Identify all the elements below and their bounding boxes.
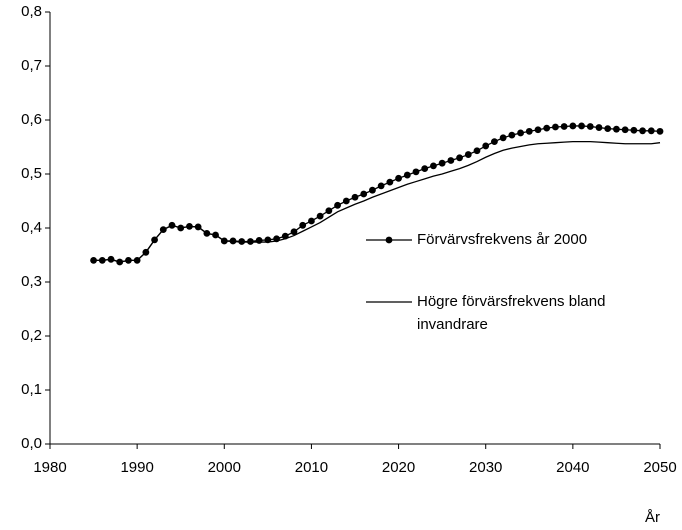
y-tick-label: 0,2 (21, 327, 42, 344)
point (203, 230, 211, 237)
point (229, 237, 237, 245)
point (430, 162, 437, 170)
point (447, 157, 455, 164)
point (90, 257, 97, 264)
x-tick-label: 1980 (33, 459, 66, 476)
point (656, 127, 664, 135)
y-tick-label: 0,6 (21, 111, 42, 128)
point (159, 226, 167, 234)
point (395, 174, 402, 182)
point (613, 125, 620, 133)
point (552, 123, 559, 131)
point (595, 124, 603, 131)
point (334, 201, 341, 209)
y-tick-label: 0,7 (21, 57, 42, 74)
point (264, 236, 272, 244)
point (290, 228, 298, 236)
point (369, 186, 376, 194)
point (273, 235, 280, 243)
point (125, 257, 132, 264)
point (630, 126, 638, 134)
point (569, 122, 577, 130)
point (639, 127, 646, 135)
point (578, 122, 585, 130)
y-tick-label: 0,8 (21, 3, 42, 20)
point (586, 123, 594, 130)
point (647, 127, 655, 135)
x-axis-label: År (645, 509, 660, 526)
y-tick-label: 0,5 (21, 165, 42, 182)
legend-marker (385, 236, 393, 244)
point (560, 123, 568, 130)
point (351, 193, 359, 201)
legend-box (355, 222, 660, 347)
point (499, 134, 507, 142)
point (534, 126, 542, 134)
point (247, 238, 254, 245)
point (543, 124, 551, 132)
point (142, 248, 150, 256)
point (220, 237, 228, 245)
point (212, 231, 219, 239)
x-tick-label: 2050 (643, 459, 676, 476)
x-tick-label: 2030 (469, 459, 502, 476)
point (482, 142, 490, 150)
point (491, 138, 498, 146)
legend-label: Förvärvsfrekvens år 2000 (417, 231, 588, 248)
y-tick-label: 0,4 (21, 219, 42, 236)
point (116, 258, 124, 266)
y-tick-label: 0,3 (21, 273, 42, 290)
point (438, 159, 446, 167)
point (308, 217, 315, 225)
point (377, 182, 385, 190)
point (194, 223, 202, 231)
legend-label: Högre förvärsfrekvens bland invandrare (417, 293, 606, 333)
point (151, 236, 158, 244)
point (403, 171, 411, 179)
point (360, 190, 368, 198)
point (621, 126, 629, 134)
point (604, 125, 612, 133)
point (456, 154, 463, 162)
point (255, 237, 263, 244)
point (133, 257, 141, 264)
point (168, 221, 176, 229)
y-tick-label: 0,0 (21, 435, 42, 452)
point (473, 147, 481, 155)
point (342, 197, 350, 205)
point (316, 212, 324, 220)
point (412, 168, 420, 176)
point (299, 221, 307, 229)
point (421, 165, 429, 173)
point (177, 224, 185, 232)
point (281, 232, 289, 240)
point (386, 178, 394, 186)
point (325, 207, 333, 215)
x-tick-label: 2010 (295, 459, 328, 476)
point (186, 222, 193, 230)
point (464, 151, 472, 158)
point (508, 131, 516, 139)
x-tick-label: 2000 (208, 459, 241, 476)
x-tick-label: 2040 (556, 459, 589, 476)
y-tick-label: 0,1 (21, 381, 42, 398)
point (517, 129, 524, 137)
point (525, 127, 533, 135)
x-tick-label: 1990 (120, 459, 153, 476)
point (238, 238, 246, 245)
point (107, 255, 115, 263)
x-tick-label: 2020 (382, 459, 415, 476)
point (98, 257, 106, 264)
